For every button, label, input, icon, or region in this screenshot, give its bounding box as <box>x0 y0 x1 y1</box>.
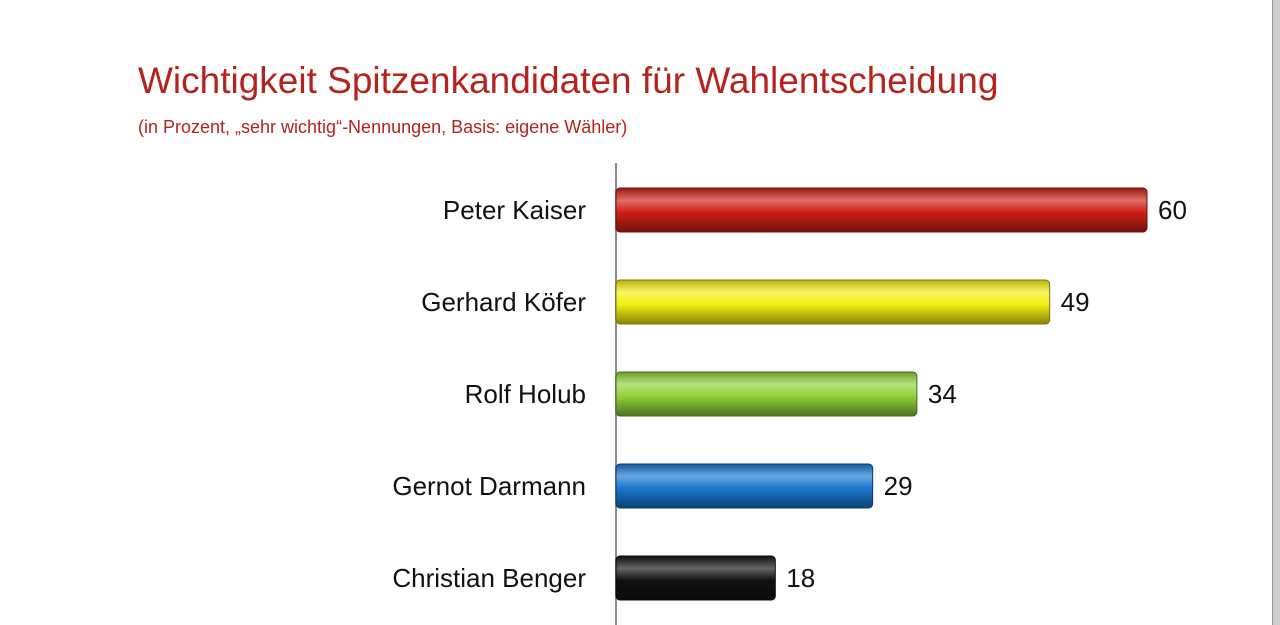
bar-value-label: 49 <box>1061 287 1090 317</box>
bar-value-label: 34 <box>928 379 957 409</box>
bar-value-label: 29 <box>884 471 913 501</box>
category-label: Gernot Darmann <box>392 471 586 501</box>
bar <box>615 279 1051 325</box>
chart-title: Wichtigkeit Spitzenkandidaten für Wahlen… <box>138 60 999 101</box>
category-label: Gerhard Köfer <box>421 287 586 317</box>
category-label: Christian Benger <box>392 563 586 593</box>
category-label: Peter Kaiser <box>443 195 586 225</box>
chart-subtitle: (in Prozent, „sehr wichtig“-Nennungen, B… <box>138 117 628 137</box>
bar-value-label: 60 <box>1158 195 1187 225</box>
window-edge <box>1272 0 1280 625</box>
category-label: Rolf Holub <box>465 379 586 409</box>
bar <box>615 555 776 601</box>
bar <box>615 463 874 509</box>
bar <box>615 187 1148 233</box>
bar <box>615 371 918 417</box>
bar-value-label: 18 <box>786 563 815 593</box>
bars-group: Peter Kaiser 60 Gerhard Köfer 49 Rolf Holub 3… <box>392 187 1187 601</box>
